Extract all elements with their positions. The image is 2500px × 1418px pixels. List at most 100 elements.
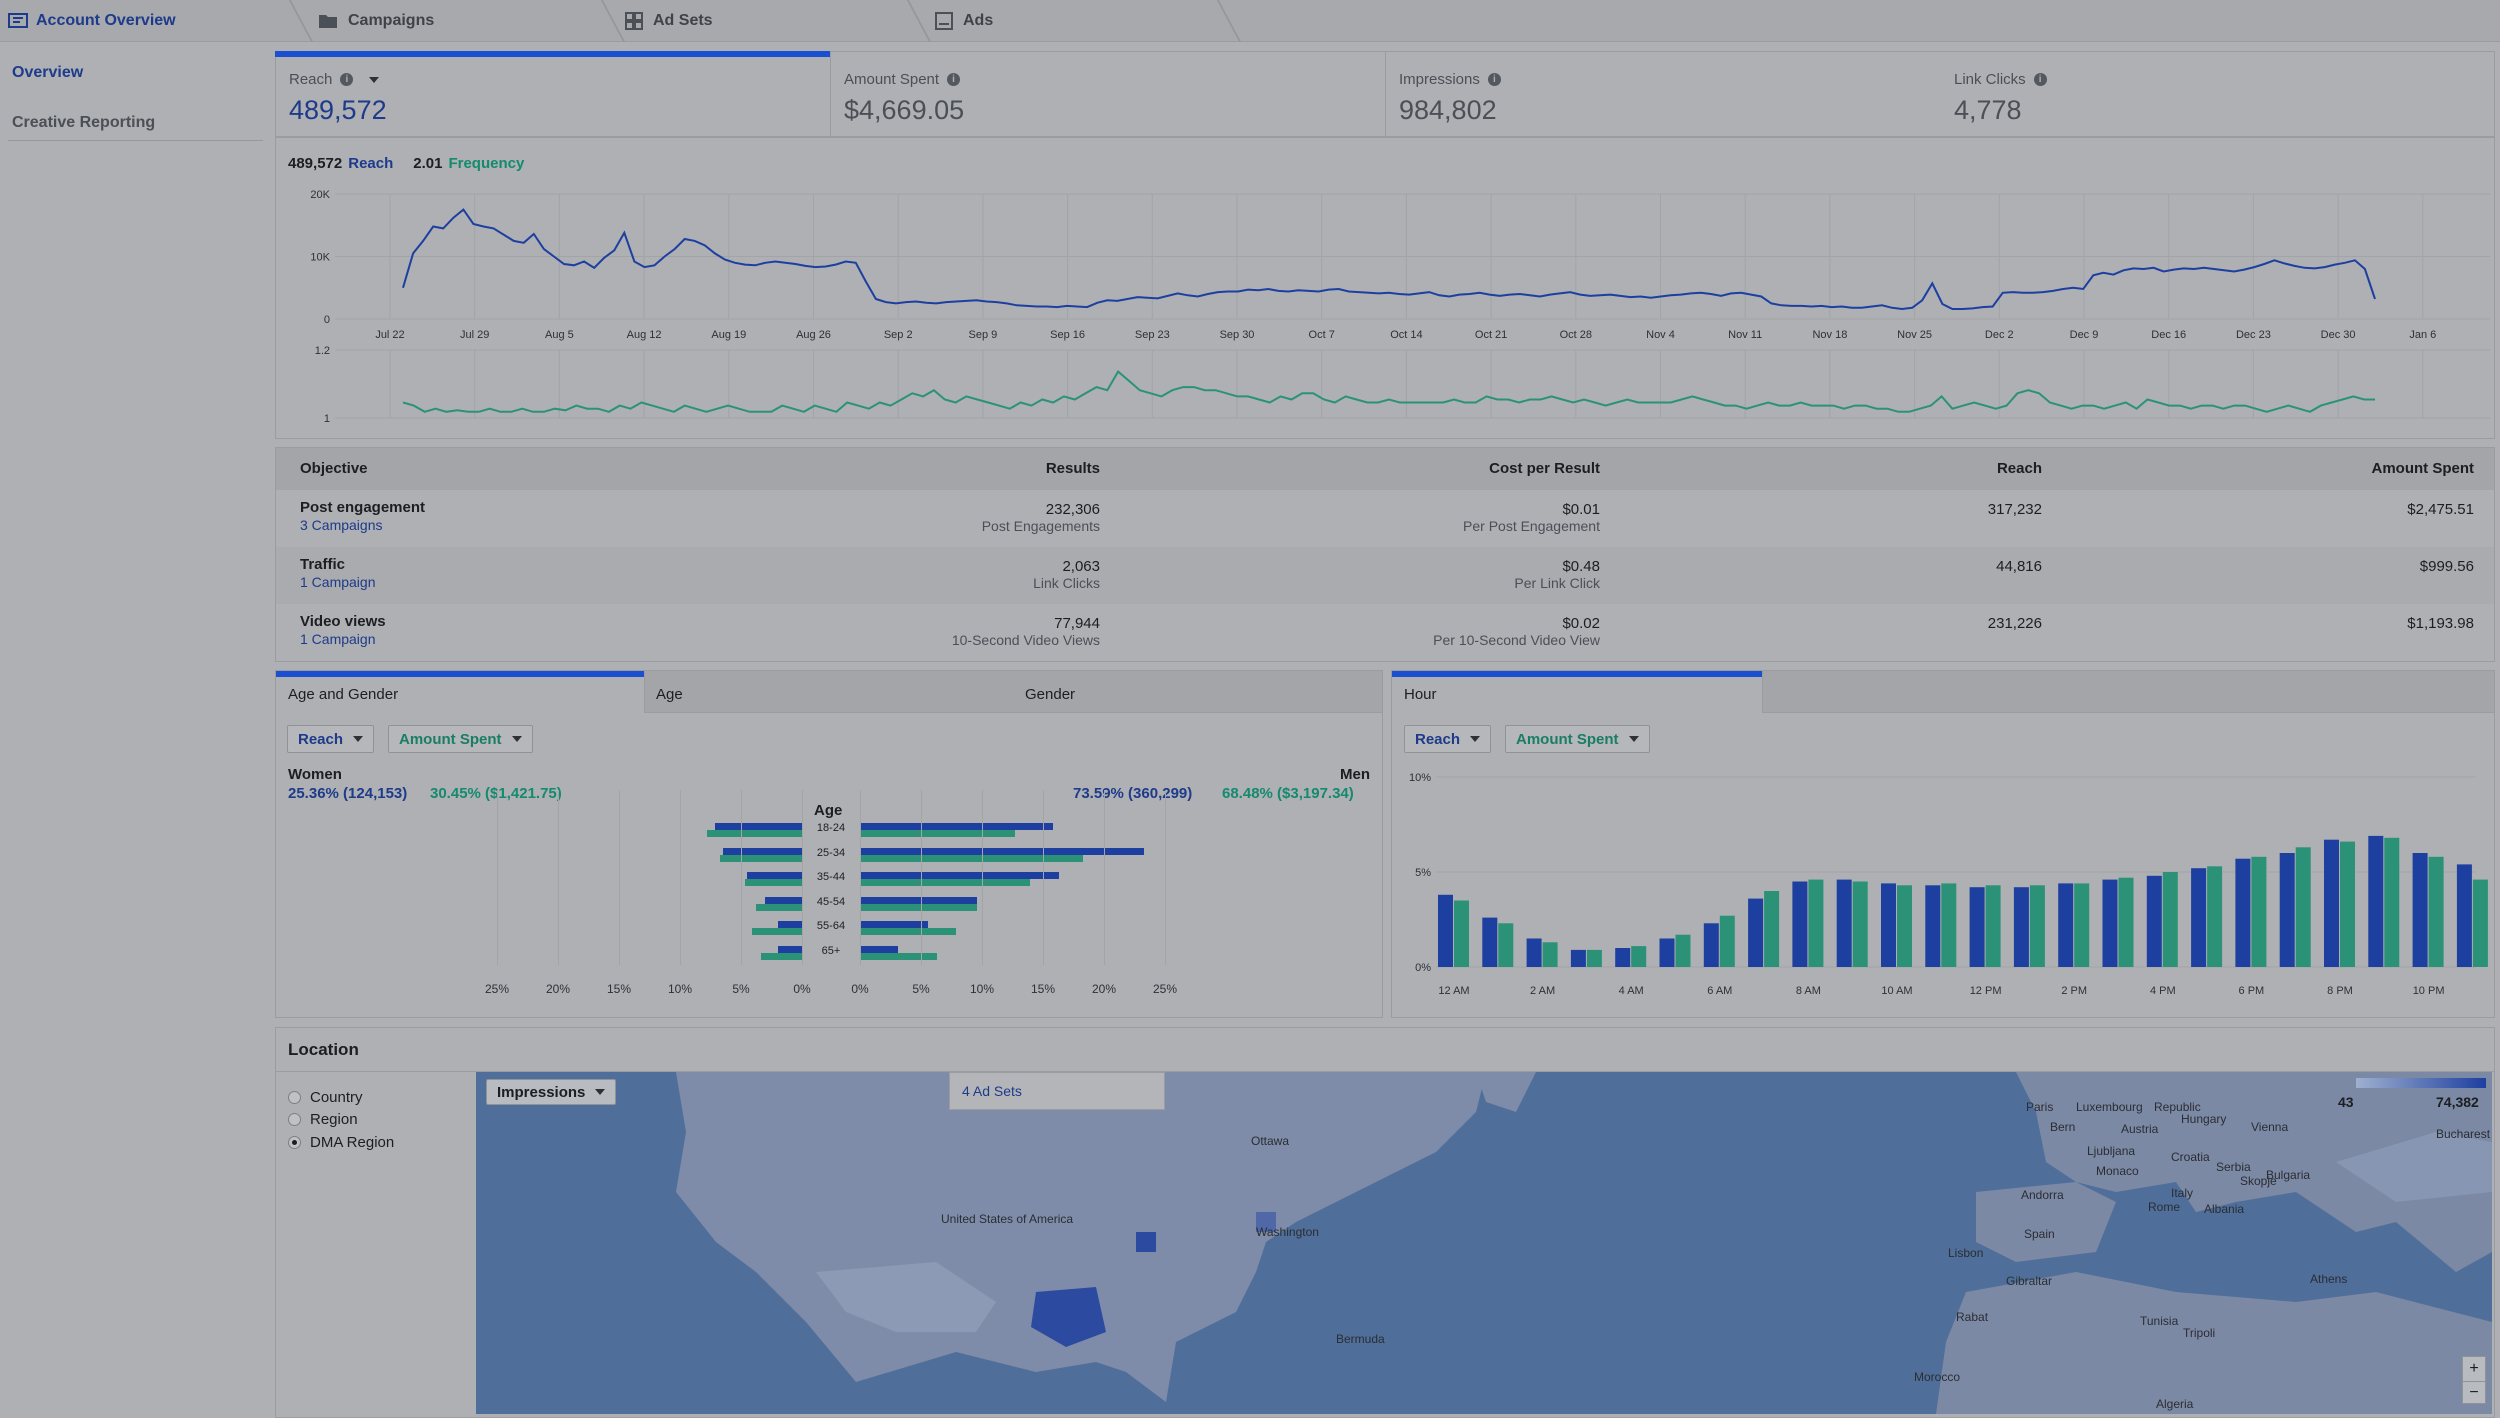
sidebar-item-overview[interactable]: Overview <box>12 64 84 81</box>
age-category-label: 65+ <box>821 944 841 957</box>
col-results-header[interactable]: Results <box>1045 460 1100 477</box>
row-spent: $2,475.51 <box>2407 501 2474 518</box>
x-tick-label: 5% <box>732 982 750 996</box>
info-icon[interactable]: i <box>340 73 354 86</box>
tab-gender[interactable]: Gender <box>1025 686 1076 703</box>
x-tick-label: Sep 2 <box>884 329 913 341</box>
zoom-out-button[interactable]: − <box>2463 1381 2485 1403</box>
map-place-label: Monaco <box>2096 1164 2139 1178</box>
sidebar-item-creative-reporting[interactable]: Creative Reporting <box>12 114 156 131</box>
x-tick-label: 20% <box>1091 982 1117 996</box>
women-reach-bar <box>722 847 802 855</box>
map-place-label: Austria <box>2121 1122 2159 1136</box>
col-reach-header[interactable]: Reach <box>1996 460 2042 477</box>
tab-ad-sets[interactable]: Ad Sets <box>625 0 713 42</box>
info-icon[interactable]: i <box>947 73 961 86</box>
caret-down-icon <box>353 736 364 742</box>
kpi-impressions[interactable]: Impressions i 984,802 <box>1385 51 1940 137</box>
women-spent-stat: 30.45% ($1,421.75) <box>430 785 562 802</box>
x-tick-label: 20% <box>545 982 571 996</box>
hour-spent-bar <box>1631 946 1647 967</box>
hour-reach-bar <box>2058 883 2074 967</box>
age-category-label: 45-54 <box>816 895 846 908</box>
kpi-divider <box>830 51 831 137</box>
women-spent-bar <box>744 879 802 886</box>
men-spent-bar <box>860 952 937 960</box>
map-place-label: Andorra <box>2021 1188 2064 1202</box>
kpi-amount-spent[interactable]: Amount Spent i $4,669.05 <box>830 51 1385 137</box>
radio-country[interactable] <box>288 1091 301 1104</box>
map-metric-dropdown[interactable]: Impressions <box>486 1079 617 1105</box>
men-label: Men <box>1340 766 1370 783</box>
info-icon[interactable]: i <box>1487 73 1501 86</box>
tab-age[interactable]: Age <box>656 686 683 703</box>
x-tick-label: 10 PM <box>2413 985 2445 997</box>
hour-spent-dropdown[interactable]: Amount Spent <box>1505 725 1650 753</box>
map-place-label: Republic <box>2154 1100 2201 1114</box>
map-place-label: Ljubljana <box>2087 1144 2136 1158</box>
tab-hour[interactable]: Hour <box>1404 686 1437 703</box>
map-place-label: Bern <box>2050 1120 2076 1134</box>
women-spent-bar <box>760 952 802 960</box>
x-tick-label: Dec 2 <box>1985 329 2014 341</box>
row-campaigns-link[interactable]: 1 Campaign <box>300 631 376 647</box>
row-campaigns-link[interactable]: 1 Campaign <box>300 574 376 590</box>
radio-country-label: Country <box>310 1089 363 1106</box>
demo-spent-dropdown[interactable]: Amount Spent <box>388 725 533 753</box>
men-spent-bar <box>860 903 978 911</box>
tab-ads-label: Ads <box>963 12 994 29</box>
account-overview-link[interactable]: Account Overview <box>8 0 176 42</box>
gridline <box>558 790 559 965</box>
radio-dma-region[interactable] <box>288 1136 301 1149</box>
table-header-row <box>276 448 2494 490</box>
map-place-label: Albania <box>2204 1202 2245 1216</box>
kpi-link-clicks[interactable]: Link Clicks i 4,778 <box>1940 51 2495 137</box>
map-place-label: Gibraltar <box>2006 1274 2053 1288</box>
hour-reach-bar <box>1925 885 1941 967</box>
x-tick-label: Nov 18 <box>1812 329 1847 341</box>
x-tick-label: Oct 28 <box>1560 329 1592 341</box>
x-tick-label: 2 PM <box>2061 985 2087 997</box>
location-map[interactable]: Impressions 4 Ad Sets 43 74,382 + − Otta… <box>476 1072 2492 1414</box>
x-tick-label: 12 AM <box>1438 985 1469 997</box>
women-spent-bar <box>706 830 802 837</box>
radio-region[interactable] <box>288 1113 301 1126</box>
hour-spent-bar <box>1985 885 2001 967</box>
tab-campaigns[interactable]: Campaigns <box>318 0 434 42</box>
hour-spent-bar <box>1586 949 1602 967</box>
x-tick-label: 6 AM <box>1707 985 1732 997</box>
info-icon[interactable]: i <box>2033 73 2047 86</box>
demo-reach-dropdown[interactable]: Reach <box>287 725 375 753</box>
kpi-amount-spent-label: Amount Spent <box>844 71 940 88</box>
hour-spent-bar <box>2162 872 2178 967</box>
x-tick-label: Nov 25 <box>1897 329 1932 341</box>
col-objective-header[interactable]: Objective <box>300 460 368 477</box>
demo-spent-dropdown-label: Amount Spent <box>399 730 502 748</box>
col-cpr-header[interactable]: Cost per Result <box>1489 460 1600 477</box>
x-tick-label: Jan 6 <box>2409 329 2436 341</box>
row-spent: $1,193.98 <box>2407 615 2474 632</box>
map-place-label: Luxembourg <box>2076 1100 2143 1114</box>
hour-reach-bar <box>1881 883 1896 967</box>
hour-reach-bar <box>1526 938 1542 967</box>
hour-reach-dropdown[interactable]: Reach <box>1404 725 1492 753</box>
hour-reach-bar <box>1570 949 1586 967</box>
kpi-link-clicks-value: 4,778 <box>1954 95 2022 125</box>
x-tick-label: Dec 9 <box>2070 329 2099 341</box>
col-spent-header[interactable]: Amount Spent <box>2371 460 2475 477</box>
tab-ads[interactable]: Ads <box>935 0 993 42</box>
chevron-down-icon[interactable] <box>369 76 380 83</box>
tab-age-and-gender[interactable]: Age and Gender <box>288 686 399 703</box>
hour-spent-bar <box>2295 847 2311 967</box>
hour-reach-bar <box>2013 887 2029 967</box>
map-place-label: Rabat <box>1956 1310 1989 1324</box>
map-legend-scale <box>2356 1078 2486 1088</box>
y-tick-label: 10% <box>1409 772 1431 784</box>
account-overview-label: Account Overview <box>36 12 176 29</box>
kpi-reach[interactable]: Reach i 489,572 <box>275 51 830 137</box>
zoom-in-button[interactable]: + <box>2469 1360 2479 1377</box>
row-campaigns-link[interactable]: 3 Campaigns <box>300 517 383 533</box>
map-place-label: Ottawa <box>1251 1134 1290 1148</box>
hour-spent-bar <box>2074 883 2090 967</box>
ad-sets-popup[interactable]: 4 Ad Sets <box>949 1072 1165 1110</box>
